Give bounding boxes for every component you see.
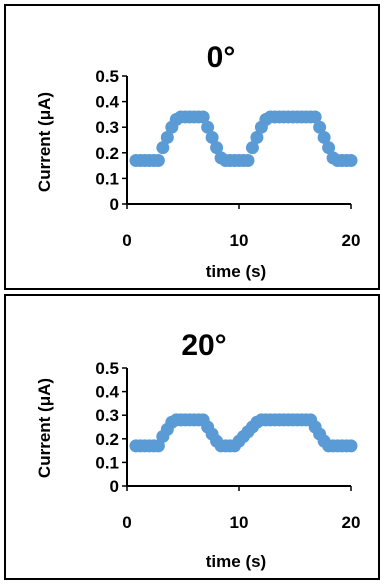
- y-tick-label: 0.1: [95, 169, 119, 188]
- x-axis-label: time (s): [206, 262, 266, 281]
- chart-panel-0deg: 0° 0 0.1 0.2 0.3 0.4 0.5 0 10 20 time (s) Curren…: [4, 4, 380, 290]
- y-tick-label: 0.1: [95, 453, 119, 472]
- data-point: [201, 120, 215, 134]
- y-tick-label: 0.5: [95, 67, 119, 86]
- data-point: [241, 153, 255, 167]
- data-point: [344, 153, 358, 167]
- chart-20deg: 20° 0 0.1 0.2 0.3 0.4 0.5 0 10 20 time (s) Curre…: [35, 329, 361, 571]
- data-point: [250, 130, 264, 144]
- data-point: [156, 141, 170, 155]
- data-point: [151, 153, 165, 167]
- y-tick-label: 0: [110, 195, 119, 214]
- x-tick-label: 0: [122, 513, 131, 532]
- x-tick-label: 10: [230, 513, 249, 532]
- data-point: [245, 141, 259, 155]
- data-point: [160, 130, 174, 144]
- y-tick-label: 0.3: [95, 118, 119, 137]
- chart-title: 0°: [207, 41, 236, 74]
- chart-title: 20°: [181, 329, 226, 362]
- data-point: [322, 141, 336, 155]
- x-tick-label: 20: [342, 513, 361, 532]
- data-point: [344, 439, 358, 453]
- data-point: [196, 110, 210, 124]
- data-point: [210, 141, 224, 155]
- data-point: [205, 130, 219, 144]
- y-tick-label: 0.4: [95, 93, 119, 112]
- x-tick-label: 10: [230, 231, 249, 250]
- y-axis-label: Current (μA): [35, 92, 54, 192]
- chart-panel-20deg: 20° 0 0.1 0.2 0.3 0.4 0.5 0 10 20 time (s) Curre…: [4, 294, 380, 580]
- x-tick-label: 20: [342, 231, 361, 250]
- y-tick-label: 0.3: [95, 406, 119, 425]
- y-tick-label: 0.2: [95, 144, 119, 163]
- y-tick-label: 0.5: [95, 359, 119, 378]
- data-point: [313, 120, 327, 134]
- y-tick-label: 0.2: [95, 430, 119, 449]
- x-axis-label: time (s): [206, 552, 266, 571]
- y-axis-label: Current (μA): [35, 378, 54, 478]
- y-tick-label: 0: [110, 477, 119, 496]
- data-point: [317, 130, 331, 144]
- y-tick-label: 0.4: [95, 383, 119, 402]
- data-point: [308, 110, 322, 124]
- chart-0deg: 0° 0 0.1 0.2 0.3 0.4 0.5 0 10 20 time (s) Curren…: [35, 41, 361, 281]
- x-tick-label: 0: [122, 231, 131, 250]
